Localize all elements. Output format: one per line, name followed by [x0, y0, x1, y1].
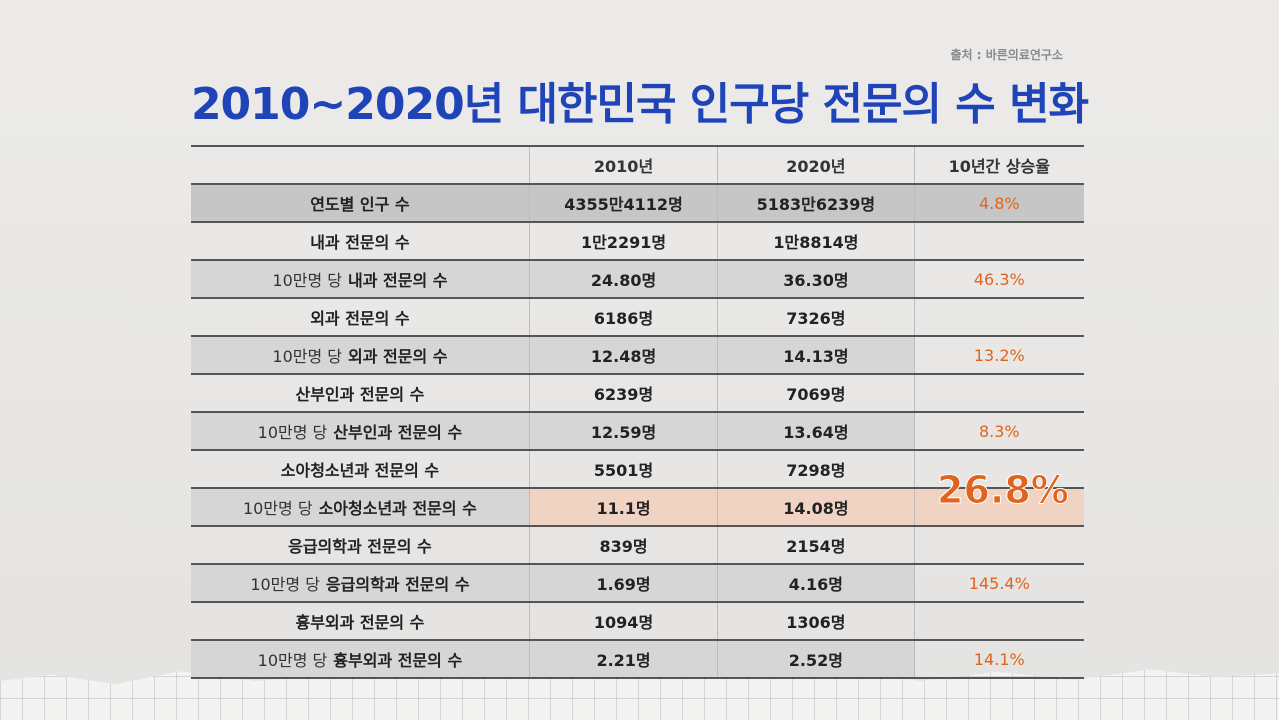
rate-value: 145.4%: [968, 573, 1030, 593]
rate-value: [915, 299, 1084, 335]
value-2020: 7298명: [718, 451, 915, 487]
table-row: 10만명 당 산부인과 전문의 수 12.59명 13.64명 8.3%: [191, 411, 1084, 449]
value-2010: 6186명: [530, 299, 719, 335]
value-2010: 6239명: [530, 375, 719, 411]
source-credit: 출처 : 바른의료연구소: [950, 48, 1063, 62]
value-2010: 11.1명: [529, 489, 719, 525]
row-label: 내과 전문의 수: [348, 271, 448, 290]
row-label: 흉부외과 전문의 수: [333, 651, 463, 670]
value-2020: 14.08명: [718, 489, 915, 525]
value-2020: 2.52명: [718, 641, 915, 677]
value-2010: 12.48명: [529, 337, 719, 373]
row-label: 흉부외과 전문의 수: [191, 603, 530, 639]
table-row: 10만명 당 응급의학과 전문의 수 1.69명 4.16명 145.4%: [191, 563, 1084, 601]
rate-value: [915, 527, 1084, 563]
value-2010: 1만2291명: [530, 223, 719, 259]
table-row: 10만명 당 내과 전문의 수 24.80명 36.30명 46.3%: [191, 259, 1084, 297]
value-2020: 14.13명: [718, 337, 915, 373]
row-label-cell: 10만명 당 내과 전문의 수: [191, 261, 530, 297]
value-2010: 1.69명: [529, 565, 719, 601]
value-2010: 1094명: [530, 603, 719, 639]
row-label: 응급의학과 전문의 수: [325, 575, 470, 594]
row-label-cell: 10만명 당 소아청소년과 전문의 수: [191, 489, 530, 525]
row-label: 소아청소년과 전문의 수: [191, 451, 530, 487]
header-cell-blank: [191, 147, 530, 183]
row-label: 연도별 인구 수: [191, 185, 530, 221]
row-label-cell: 10만명 당 응급의학과 전문의 수: [191, 565, 530, 601]
value-2010: 4355만4112명: [529, 185, 719, 221]
highlight-rate: 26.8%: [937, 468, 1070, 513]
row-prefix: 10만명 당: [242, 499, 313, 518]
rate-value: 4.8%: [914, 185, 1084, 221]
row-prefix: 10만명 당: [257, 423, 328, 442]
table-row: 흉부외과 전문의 수 1094명 1306명: [191, 601, 1084, 639]
value-2020: 5183만6239명: [718, 185, 915, 221]
rate-value: [915, 223, 1084, 259]
value-2020: 4.16명: [718, 565, 915, 601]
row-label-cell: 10만명 당 산부인과 전문의 수: [191, 413, 530, 449]
value-2020: 1306명: [718, 603, 915, 639]
value-2020: 13.64명: [718, 413, 915, 449]
value-2010: 12.59명: [529, 413, 719, 449]
row-label: 내과 전문의 수: [191, 223, 530, 259]
row-prefix: 10만명 당: [272, 347, 342, 366]
rate-value: 46.3%: [973, 269, 1025, 289]
row-label: 산부인과 전문의 수: [333, 423, 463, 442]
header-cell-2010: 2010년: [530, 147, 719, 183]
row-prefix: 10만명 당: [257, 651, 328, 670]
rate-value: [915, 603, 1084, 639]
rate-value: [915, 375, 1084, 411]
row-prefix: 10만명 당: [272, 271, 342, 290]
rate-value: 14.1%: [973, 649, 1025, 669]
doctor-table: 2010년 2020년 10년간 상승율 연도별 인구 수 4355만4112명…: [191, 145, 1084, 679]
row-label-cell: 10만명 당 흉부외과 전문의 수: [191, 641, 530, 677]
table-row: 연도별 인구 수 4355만4112명 5183만6239명 4.8%: [191, 183, 1084, 221]
row-label: 응급의학과 전문의 수: [191, 527, 530, 563]
table-row: 소아청소년과 전문의 수 5501명 7298명: [191, 449, 1084, 487]
header-cell-rate: 10년간 상승율: [948, 157, 1050, 176]
page-title: 2010~2020년 대한민국 인구당 전문의 수 변화: [190, 79, 1089, 130]
rate-value: 8.3%: [978, 421, 1020, 441]
value-2010: 24.80명: [529, 261, 719, 297]
table-row: 산부인과 전문의 수 6239명 7069명: [191, 373, 1084, 411]
table-row: 외과 전문의 수 6186명 7326명: [191, 297, 1084, 335]
row-label: 산부인과 전문의 수: [191, 375, 530, 411]
value-2020: 7069명: [718, 375, 915, 411]
header-cell-2020: 2020년: [718, 147, 915, 183]
table-row: 응급의학과 전문의 수 839명 2154명: [191, 525, 1084, 563]
row-prefix: 10만명 당: [250, 575, 320, 594]
row-label: 외과 전문의 수: [348, 347, 448, 366]
value-2020: 1만8814명: [718, 223, 915, 259]
rate-value: [914, 489, 1084, 525]
row-label-cell: 10만명 당 외과 전문의 수: [191, 337, 530, 373]
rate-value: 13.2%: [973, 345, 1025, 365]
table-row: 내과 전문의 수 1만2291명 1만8814명: [191, 221, 1084, 259]
table-row: 10만명 당 외과 전문의 수 12.48명 14.13명 13.2%: [191, 335, 1084, 373]
value-2020: 7326명: [718, 299, 915, 335]
value-2010: 2.21명: [529, 641, 719, 677]
row-label: 외과 전문의 수: [191, 299, 530, 335]
table-row: 10만명 당 흉부외과 전문의 수 2.21명 2.52명 14.1%: [191, 639, 1084, 679]
value-2010: 839명: [530, 527, 719, 563]
value-2020: 36.30명: [718, 261, 915, 297]
row-label: 소아청소년과 전문의 수: [318, 499, 477, 518]
table-row-highlighted: 10만명 당 소아청소년과 전문의 수 11.1명 14.08명: [191, 487, 1084, 525]
value-2020: 2154명: [718, 527, 915, 563]
value-2010: 5501명: [530, 451, 719, 487]
table-header-row: 2010년 2020년 10년간 상승율: [191, 145, 1084, 183]
